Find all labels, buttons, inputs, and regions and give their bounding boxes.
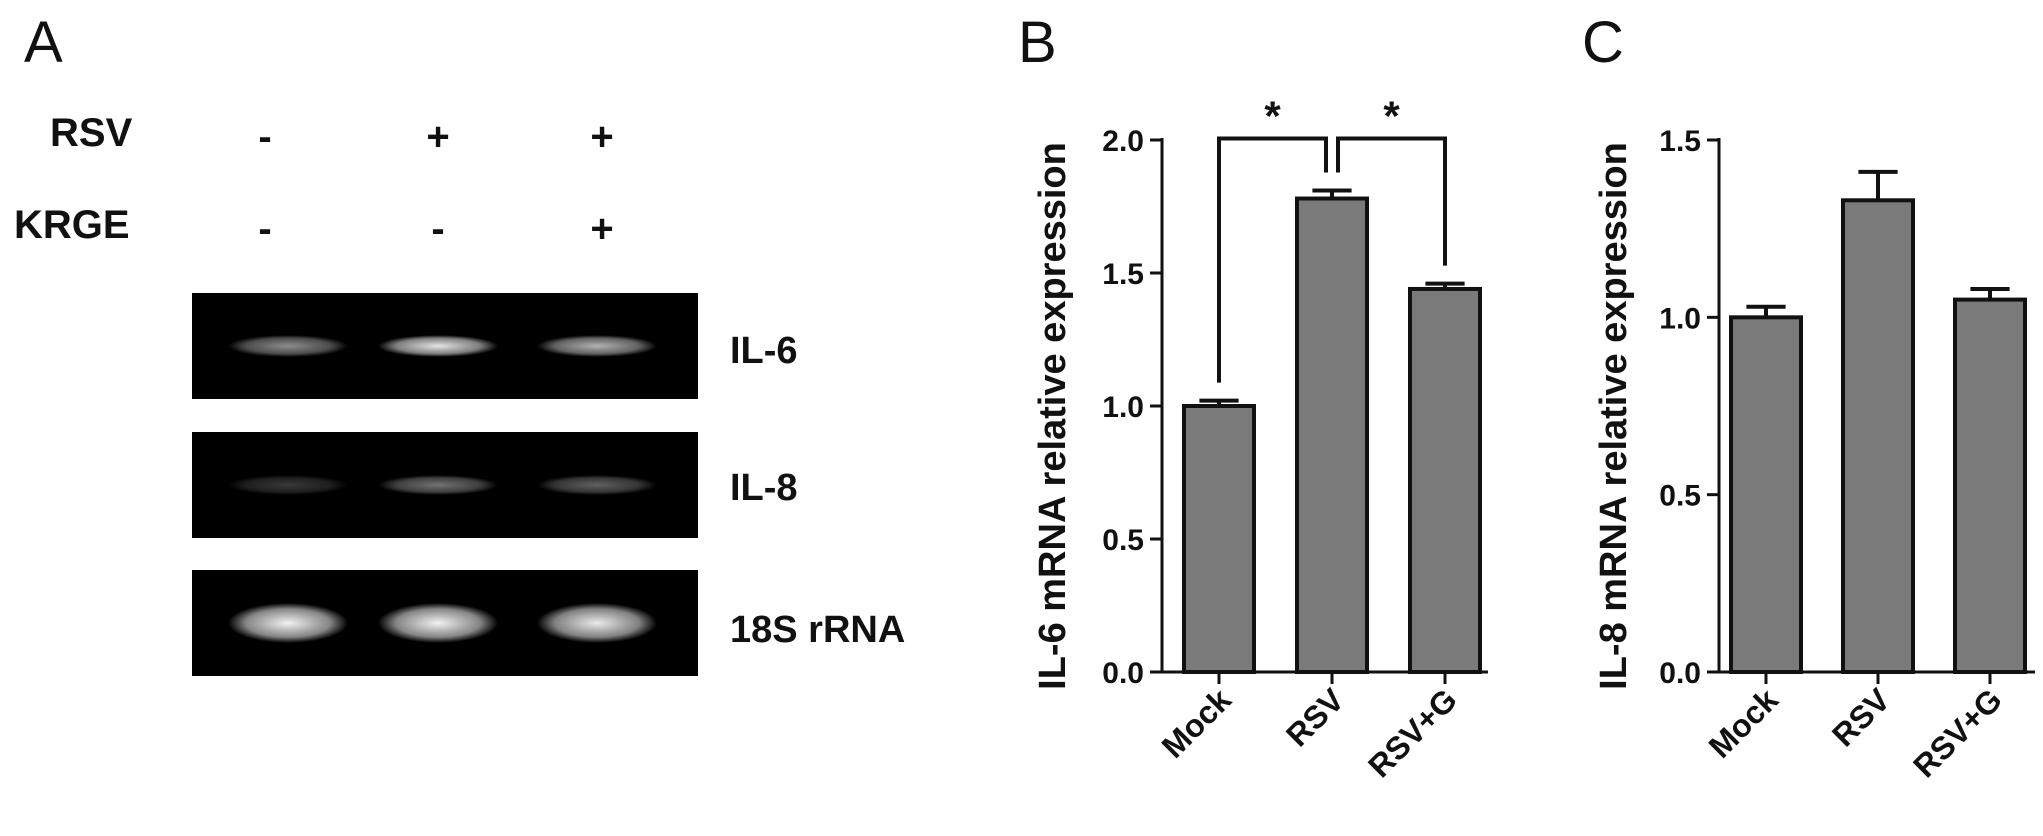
- bar: [1295, 196, 1369, 675]
- gel-band: [228, 603, 348, 643]
- significance-star: *: [1264, 93, 1281, 140]
- bar: [1841, 198, 1915, 674]
- krge-sign-lane-3: +: [590, 207, 613, 251]
- 18s-rrna-gel-label: 18S rRNA: [730, 609, 905, 651]
- bar: [1729, 315, 1803, 674]
- x-tick-label: Mock: [1155, 681, 1238, 764]
- bar: [1408, 286, 1482, 674]
- panel-b: B 0.0 0.5 1.0 1.5 2.0 IL-6 mRNA relative expr…: [1018, 10, 1488, 784]
- il6-bar-chart: 0.0 0.5 1.0 1.5 2.0 IL-6 mRNA relative expres…: [1032, 93, 1488, 784]
- panel-b-letter: B: [1018, 10, 1057, 75]
- rsv-row-label: RSV: [50, 111, 133, 155]
- x-tick-label: Mock: [1702, 681, 1785, 764]
- krge-sign-lane-1: -: [258, 207, 271, 251]
- il6-gel-label: IL-6: [730, 330, 798, 372]
- y-tick-label: 0.5: [1659, 480, 1701, 513]
- significance-bracket: [1336, 136, 1447, 266]
- gel-band: [228, 335, 348, 357]
- x-tick-label: RSV: [1279, 681, 1351, 753]
- x-tick-label: RSV+G: [1361, 681, 1464, 784]
- rsv-sign-lane-3: +: [590, 115, 613, 159]
- y-axis-label: IL-6 mRNA relative expression: [1032, 142, 1074, 690]
- x-tick-label: RSV: [1825, 681, 1897, 753]
- y-tick-label: 0.5: [1102, 524, 1144, 557]
- y-tick-label: 0.0: [1102, 657, 1144, 690]
- y-tick-label: 1.5: [1659, 125, 1701, 158]
- il8-gel-label: IL-8: [730, 467, 798, 509]
- x-tick-label: RSV+G: [1906, 681, 2009, 784]
- y-tick-label: 1.0: [1659, 302, 1701, 335]
- gel-image: [192, 293, 698, 676]
- gel-band: [228, 475, 348, 495]
- gel-band: [378, 335, 498, 357]
- panel-a: A RSV - + + KRGE - - + IL-6 IL-8 18S rRN…: [14, 10, 905, 676]
- il8-bar-chart: 0.0 0.5 1.0 1.5 IL-8 mRNA relative expressio…: [1593, 125, 2035, 784]
- gel-band: [537, 475, 657, 495]
- panel-a-letter: A: [24, 10, 63, 75]
- panel-c-letter: C: [1582, 10, 1624, 75]
- significance-bracket: [1217, 136, 1328, 383]
- gel-band: [378, 603, 498, 643]
- bar: [1953, 297, 2027, 674]
- gel-band: [537, 335, 657, 357]
- gel-band: [537, 603, 657, 643]
- significance-star: *: [1383, 93, 1400, 140]
- y-tick-label: 1.5: [1102, 258, 1144, 291]
- rsv-sign-lane-1: -: [258, 115, 271, 159]
- y-tick-label: 1.0: [1102, 391, 1144, 424]
- krge-row-label: KRGE: [14, 203, 130, 247]
- y-tick-label: 2.0: [1102, 125, 1144, 158]
- y-tick-label: 0.0: [1659, 657, 1701, 690]
- y-axis-label: IL-8 mRNA relative expression: [1593, 142, 1635, 690]
- krge-sign-lane-2: -: [431, 207, 444, 251]
- bar: [1182, 404, 1256, 674]
- panel-c: C 0.0 0.5 1.0 1.5 IL-8 mRNA relative express…: [1582, 10, 2035, 784]
- rsv-sign-lane-2: +: [426, 115, 449, 159]
- gel-band: [378, 475, 498, 495]
